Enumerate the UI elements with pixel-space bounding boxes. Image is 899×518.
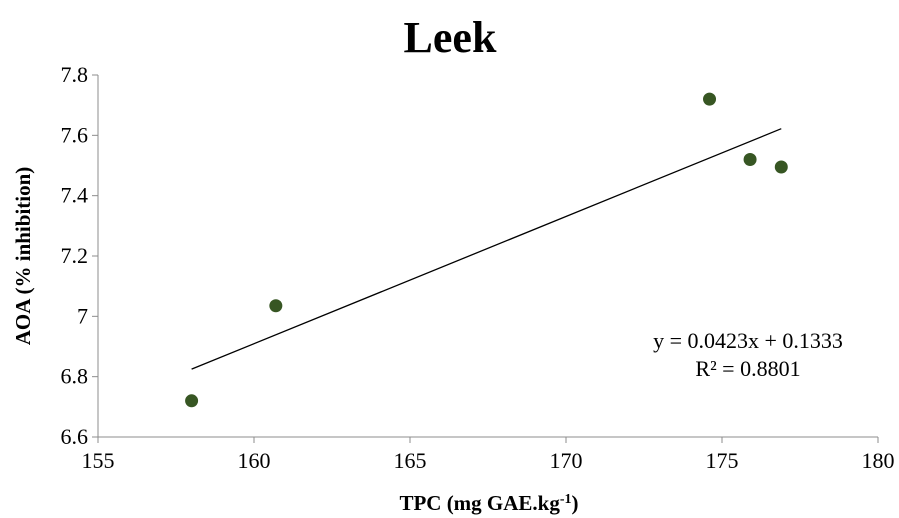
y-axis-label: AOA (% inhibition) <box>11 167 35 346</box>
y-tick-label: 7 <box>77 303 88 328</box>
y-tick-label: 7.2 <box>61 243 89 268</box>
x-tick-label: 170 <box>550 448 583 473</box>
x-tick-label: 175 <box>706 448 739 473</box>
y-tick-label: 6.8 <box>61 364 89 389</box>
x-ticks: 155 160 165 170 175 180 <box>82 437 895 473</box>
trendline <box>191 128 782 370</box>
y-tick-label: 7.6 <box>61 122 89 147</box>
r-squared-label: R² = 0.8801 <box>695 356 800 381</box>
y-tick-label: 7.8 <box>61 62 89 87</box>
x-axis-label: TPC (mg GAE.kg-1) <box>399 491 578 515</box>
x-axis-label-superscript: -1 <box>560 492 572 507</box>
data-point <box>703 92 717 106</box>
data-point <box>185 394 199 408</box>
x-tick-label: 180 <box>862 448 895 473</box>
trendline-equation: y = 0.0423x + 0.1333 <box>653 328 843 353</box>
x-tick-label: 155 <box>82 448 115 473</box>
axes <box>97 75 878 438</box>
x-axis-label-suffix: ) <box>572 491 579 515</box>
y-tick-label: 7.4 <box>61 183 89 208</box>
data-point <box>774 160 788 174</box>
data-point <box>269 299 283 313</box>
y-ticks: 6.6 6.8 7 7.2 7.4 7.6 7.8 <box>61 62 98 449</box>
chart-title: Leek <box>404 13 497 62</box>
x-axis-label-main: TPC (mg GAE.kg <box>399 491 560 515</box>
x-tick-label: 165 <box>394 448 427 473</box>
data-points <box>185 92 788 408</box>
y-tick-label: 6.6 <box>61 424 89 449</box>
x-tick-label: 160 <box>238 448 271 473</box>
data-point <box>743 152 757 166</box>
